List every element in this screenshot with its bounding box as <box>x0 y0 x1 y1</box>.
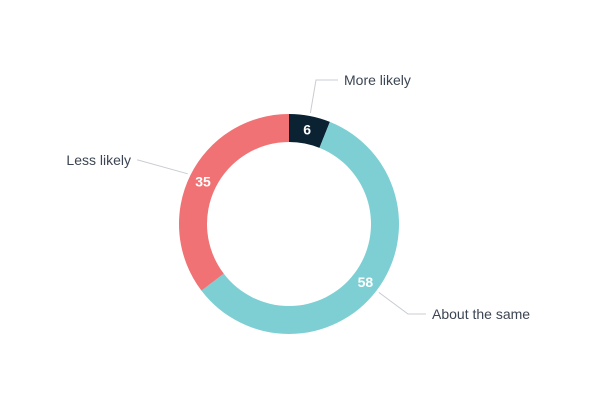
slice-more-likely[interactable] <box>289 114 330 148</box>
value-label-more-likely: 6 <box>303 122 311 138</box>
value-label-about-the-same: 58 <box>358 274 374 290</box>
category-label-less-likely: Less likely <box>66 152 131 168</box>
leader-line-more-likely <box>309 79 338 114</box>
category-labels-group: More likely About the same Less likely <box>66 72 530 322</box>
slice-about-the-same[interactable] <box>201 121 399 335</box>
slices-group <box>179 114 399 335</box>
value-labels-group: 6 58 35 <box>195 122 373 290</box>
category-label-more-likely: More likely <box>344 72 411 88</box>
leader-lines-group <box>137 79 426 315</box>
category-label-about-the-same: About the same <box>432 306 530 322</box>
leader-line-about-the-same <box>378 292 426 315</box>
value-label-less-likely: 35 <box>195 173 211 189</box>
leader-line-less-likely <box>137 159 188 175</box>
slice-less-likely[interactable] <box>179 114 289 291</box>
